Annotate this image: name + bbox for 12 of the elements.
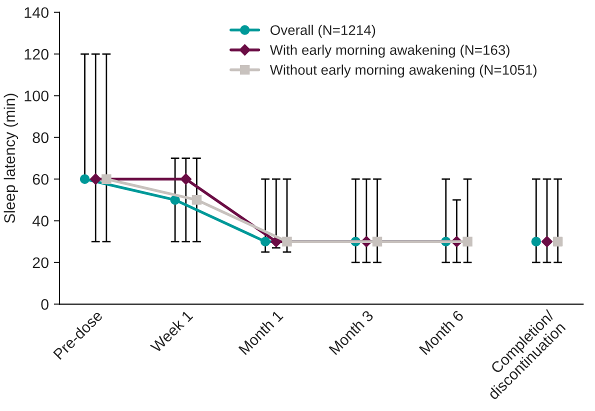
y-tick-label: 0 — [41, 299, 48, 310]
y-tick-label: 40 — [32, 216, 48, 226]
legend-label: With early morning awakening (N=163) — [270, 44, 510, 58]
y-tick-label: 140 — [24, 7, 48, 18]
y-axis-title: Sleep latency (min) — [4, 94, 18, 223]
legend-label: Without early morning awakening (N=1051) — [270, 64, 536, 78]
y-tick-label: 120 — [24, 48, 48, 60]
y-tick-label: 100 — [24, 90, 48, 102]
y-tick-label: 20 — [32, 257, 48, 268]
legend-label: Overall (N=1214) — [270, 24, 376, 38]
y-tick-label: 60 — [32, 174, 48, 185]
y-tick-label: 80 — [32, 132, 48, 144]
